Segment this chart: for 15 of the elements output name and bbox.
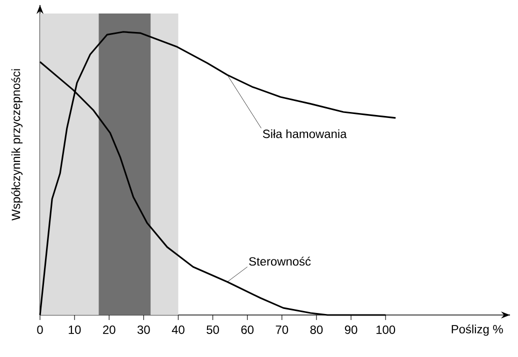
x-tick-label: 60 (241, 326, 254, 334)
text: Sterowność (249, 256, 311, 266)
x-axis-title: Poślizg % (452, 324, 503, 336)
y-axis-title: Współczynnik przyczepności (11, 69, 23, 221)
x-tick-label: 20 (103, 326, 116, 334)
series-label: Siła hamowania (262, 129, 347, 138)
x-tick-label: 70 (276, 326, 288, 334)
x-tick-label: 30 (137, 326, 150, 334)
x-tick-label: 90 (344, 326, 358, 334)
x-tick-label: 40 (172, 326, 184, 334)
x-tick-label: 0 (37, 326, 43, 334)
x-tick-label: 10 (68, 326, 81, 334)
x-tick-label: 100 (376, 326, 396, 334)
x-tick-label: 80 (310, 326, 323, 334)
x-tick-label: 50 (206, 326, 219, 334)
